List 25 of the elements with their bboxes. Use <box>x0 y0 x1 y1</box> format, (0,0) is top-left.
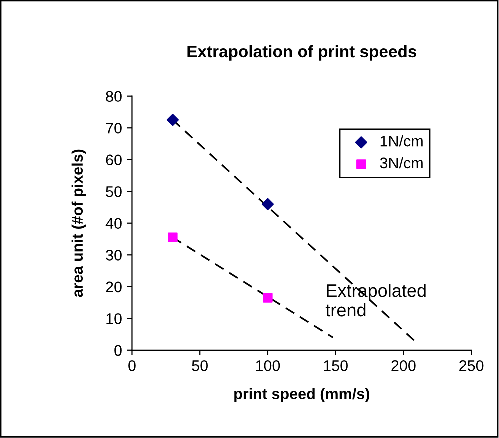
x-tick-label: 100 <box>256 360 280 372</box>
y-tick-label: 10 <box>106 314 122 324</box>
y-tick-label: 80 <box>106 91 122 102</box>
y-tick-label: 70 <box>106 122 122 134</box>
point <box>168 232 178 243</box>
x-tick-label: 200 <box>392 360 416 372</box>
x-tick-label: 50 <box>192 360 208 372</box>
x-tick-label: 250 <box>460 360 484 372</box>
point <box>262 198 274 210</box>
legend-label: 1N/cm <box>380 136 423 147</box>
y-tick-label: 50 <box>106 186 122 198</box>
y-axis-title: area unit (#of pixels) <box>72 150 86 298</box>
y-tick-label: 40 <box>106 218 122 230</box>
y-tick-label: 60 <box>106 154 122 166</box>
x-tick-label: 150 <box>324 360 348 372</box>
annotation: Extrapolated trend <box>326 284 426 317</box>
x-tick-label: 0 <box>128 360 136 372</box>
point <box>166 114 180 126</box>
x-axis-title: print speed (mm/s) <box>234 388 370 402</box>
legend-label: 3N/cm <box>380 157 423 169</box>
y-tick-label: 0 <box>114 345 122 356</box>
y-tick-label: 20 <box>106 282 122 293</box>
chart-title: Extrapolation of print speeds <box>188 45 417 61</box>
point <box>263 293 273 303</box>
y-tick-label: 30 <box>106 250 122 261</box>
